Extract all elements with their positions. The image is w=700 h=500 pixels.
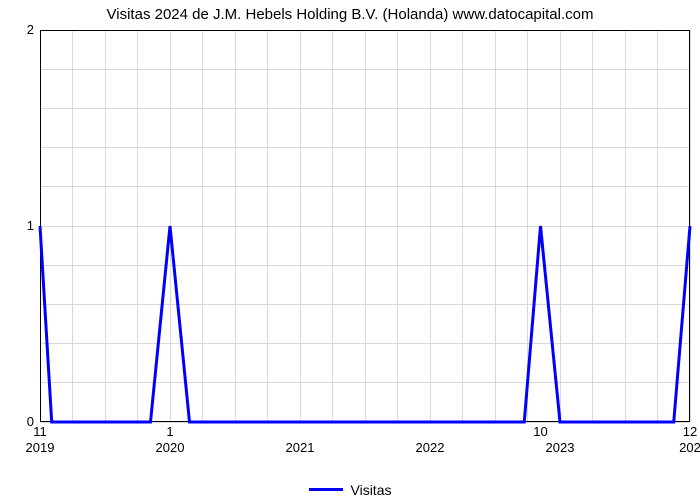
x-tick-label: 2020: [156, 440, 185, 455]
plot-area: [40, 30, 690, 422]
y-tick-label: 0: [0, 414, 34, 429]
x-secondary-label: 11: [33, 424, 47, 439]
x-tick-label: 2023: [546, 440, 575, 455]
x-secondary-label: 10: [533, 424, 547, 439]
legend: Visitas: [0, 478, 700, 498]
x-tick-label: 2019: [26, 440, 55, 455]
x-secondary-label: 12: [683, 424, 697, 439]
x-tick-label: 202: [679, 440, 700, 455]
series-line: [40, 30, 690, 422]
x-tick-label: 2022: [416, 440, 445, 455]
y-tick-label: 2: [0, 22, 34, 37]
legend-item: Visitas: [309, 482, 392, 498]
x-tick-label: 2021: [286, 440, 315, 455]
legend-label: Visitas: [351, 482, 392, 498]
legend-swatch: [309, 488, 343, 491]
chart-title: Visitas 2024 de J.M. Hebels Holding B.V.…: [0, 6, 700, 23]
y-tick-label: 1: [0, 218, 34, 233]
x-secondary-label: 1: [166, 424, 173, 439]
